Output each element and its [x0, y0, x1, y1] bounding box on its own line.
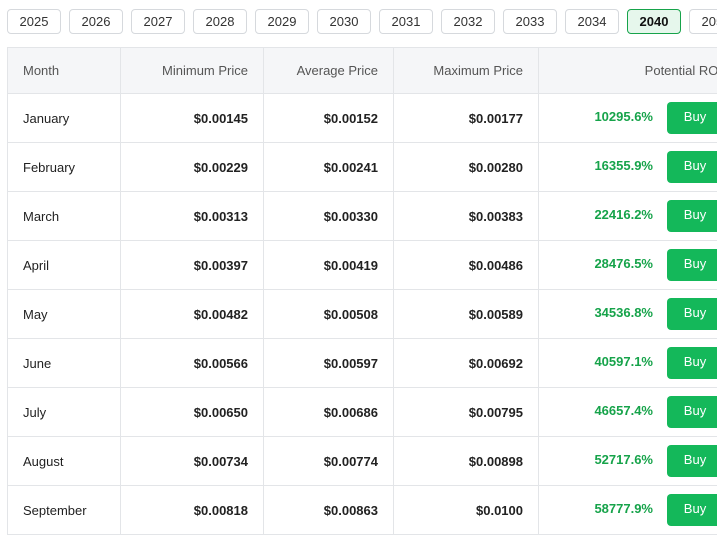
- price-cell: $0.00177: [394, 94, 539, 143]
- roi-cell: 16355.9% Buy: [539, 143, 717, 192]
- year-tab[interactable]: 2026: [69, 9, 123, 34]
- month-cell: February: [8, 143, 121, 192]
- price-cell: $0.00280: [394, 143, 539, 192]
- table-row: July$0.00650$0.00686$0.00795 46657.4% Buy: [8, 388, 717, 437]
- price-cell: $0.00863: [264, 486, 394, 535]
- table-body: January$0.00145$0.00152$0.00177 10295.6% B…: [8, 94, 717, 535]
- column-header: Average Price: [264, 48, 394, 94]
- month-cell: June: [8, 339, 121, 388]
- table-row: January$0.00145$0.00152$0.00177 10295.6% B…: [8, 94, 717, 143]
- roi-cell: 28476.5% Buy: [539, 241, 717, 290]
- roi-cell: 34536.8% Buy: [539, 290, 717, 339]
- price-cell: $0.00795: [394, 388, 539, 437]
- page: Price prediction table {"tabs": ["2025",…: [0, 0, 717, 518]
- year-tab[interactable]: 2032: [441, 9, 495, 34]
- year-tab[interactable]: 2034: [565, 9, 619, 34]
- table-row: May$0.00482$0.00508$0.00589 34536.8% Buy: [8, 290, 717, 339]
- price-cell: $0.00734: [121, 437, 264, 486]
- price-cell: $0.00898: [394, 437, 539, 486]
- year-tab[interactable]: 2028: [193, 9, 247, 34]
- price-cell: $0.00508: [264, 290, 394, 339]
- year-tab[interactable]: 2031: [379, 9, 433, 34]
- month-cell: August: [8, 437, 121, 486]
- body: 2025 2026 2027 2028 2029 2030 2031 2032 2033 2034…: [0, 0, 717, 518]
- buy-button[interactable]: Buy: [667, 151, 717, 183]
- roi-cell: 22416.2% Buy: [539, 192, 717, 241]
- month-cell: April: [8, 241, 121, 290]
- price-cell: $0.0100: [394, 486, 539, 535]
- buy-button[interactable]: Buy: [667, 102, 717, 134]
- column-header: Maximum Price: [394, 48, 539, 94]
- roi-cell: 52717.6% Buy: [539, 437, 717, 486]
- table-row: June$0.00566$0.00597$0.00692 40597.1% Buy: [8, 339, 717, 388]
- year-tab[interactable]: 2050: [689, 9, 717, 34]
- price-cell: $0.00650: [121, 388, 264, 437]
- roi-value: 10295.6%: [594, 109, 653, 124]
- buy-button[interactable]: Buy: [667, 494, 717, 526]
- price-cell: $0.00692: [394, 339, 539, 388]
- column-header: Minimum Price: [121, 48, 264, 94]
- price-cell: $0.00229: [121, 143, 264, 192]
- roi-value: 22416.2%: [594, 207, 653, 222]
- price-cell: $0.00486: [394, 241, 539, 290]
- price-cell: $0.00383: [394, 192, 539, 241]
- roi-cell: 40597.1% Buy: [539, 339, 717, 388]
- roi-value: 46657.4%: [594, 403, 653, 418]
- month-cell: May: [8, 290, 121, 339]
- year-tab[interactable]: 2025: [7, 9, 61, 34]
- buy-button[interactable]: Buy: [667, 396, 717, 428]
- year-tab[interactable]: 2029: [255, 9, 309, 34]
- price-cell: $0.00597: [264, 339, 394, 388]
- price-cell: $0.00241: [264, 143, 394, 192]
- year-tab[interactable]: 2030: [317, 9, 371, 34]
- price-cell: $0.00330: [264, 192, 394, 241]
- table-row: April$0.00397$0.00419$0.00486 28476.5% Buy: [8, 241, 717, 290]
- price-cell: $0.00818: [121, 486, 264, 535]
- roi-cell: 46657.4% Buy: [539, 388, 717, 437]
- column-header: Potential ROI: [539, 48, 717, 94]
- table-row: March$0.00313$0.00330$0.00383 22416.2% Buy: [8, 192, 717, 241]
- price-cell: $0.00589: [394, 290, 539, 339]
- price-cell: $0.00419: [264, 241, 394, 290]
- year-tab[interactable]: 2033: [503, 9, 557, 34]
- table-row: August$0.00734$0.00774$0.00898 52717.6% Bu…: [8, 437, 717, 486]
- roi-cell: 58777.9% Buy: [539, 486, 717, 535]
- roi-cell: 10295.6% Buy: [539, 94, 717, 143]
- price-cell: $0.00313: [121, 192, 264, 241]
- month-cell: September: [8, 486, 121, 535]
- year-tab[interactable]: 2040: [627, 9, 681, 34]
- buy-button[interactable]: Buy: [667, 200, 717, 232]
- price-cell: $0.00686: [264, 388, 394, 437]
- price-cell: $0.00152: [264, 94, 394, 143]
- roi-value: 58777.9%: [594, 501, 653, 516]
- price-cell: $0.00482: [121, 290, 264, 339]
- roi-value: 34536.8%: [594, 305, 653, 320]
- month-cell: January: [8, 94, 121, 143]
- roi-value: 52717.6%: [594, 452, 653, 467]
- month-cell: March: [8, 192, 121, 241]
- price-cell: $0.00145: [121, 94, 264, 143]
- column-header: Month: [8, 48, 121, 94]
- price-cell: $0.00774: [264, 437, 394, 486]
- buy-button[interactable]: Buy: [667, 347, 717, 379]
- price-cell: $0.00566: [121, 339, 264, 388]
- roi-value: 28476.5%: [594, 256, 653, 271]
- roi-value: 16355.9%: [594, 158, 653, 173]
- roi-value: 40597.1%: [594, 354, 653, 369]
- year-tab[interactable]: 2027: [131, 9, 185, 34]
- price-cell: $0.00397: [121, 241, 264, 290]
- buy-button[interactable]: Buy: [667, 298, 717, 330]
- buy-button[interactable]: Buy: [667, 445, 717, 477]
- year-tabs: 2025 2026 2027 2028 2029 2030 2031 2032 2033 2034…: [7, 9, 717, 35]
- month-cell: July: [8, 388, 121, 437]
- buy-button[interactable]: Buy: [667, 249, 717, 281]
